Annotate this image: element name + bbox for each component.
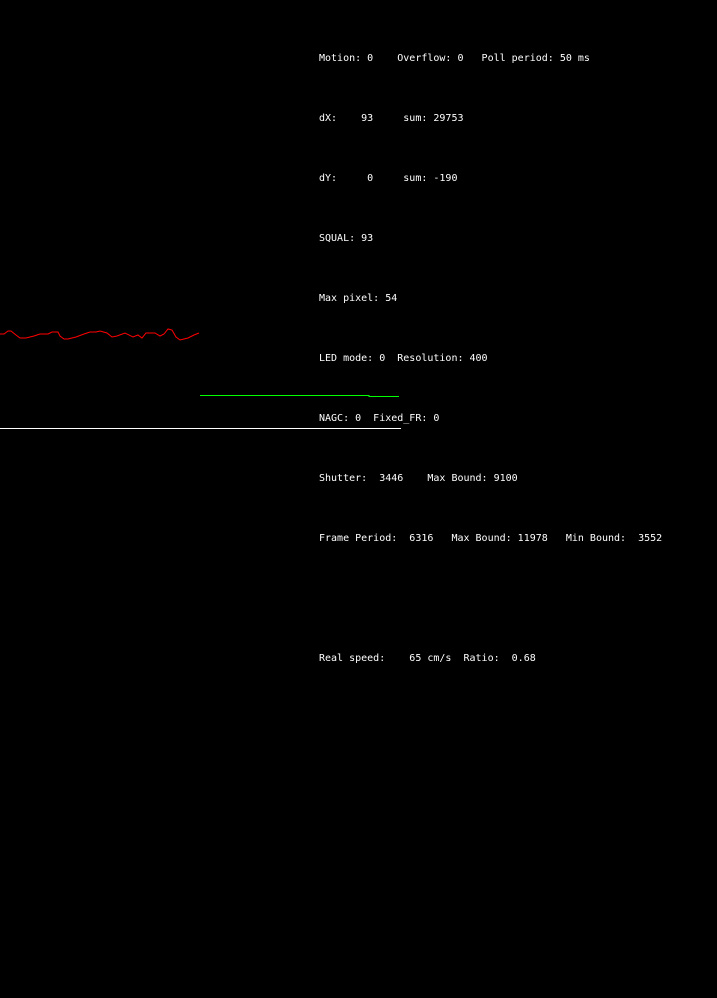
readout-frame-period-line: Frame Period: 6316 Max Bound: 11978 Min …	[319, 533, 663, 544]
readout-motion-line: Motion: 0 Overflow: 0 Poll period: 50 ms	[319, 53, 590, 64]
red-signal-trace	[0, 328, 200, 341]
readout-max-pixel-line: Max pixel: 54	[319, 293, 398, 304]
readout-speed-line: Real speed: 65 cm/s Ratio: 0.68	[319, 653, 536, 664]
readout-dx-line: dX: 93 sum: 29753	[319, 113, 464, 124]
readout-led-line: LED mode: 0 Resolution: 400	[319, 353, 488, 364]
readout-squal-line: SQUAL: 93	[319, 233, 374, 244]
readout-shutter-line: Shutter: 3446 Max Bound: 9100	[319, 473, 518, 484]
readout-nagc-line: NAGC: 0 Fixed_FR: 0	[319, 413, 440, 424]
readout-dy-line: dY: 0 sum: -190	[319, 173, 458, 184]
green-level-line	[200, 395, 399, 397]
sensor-readout: Motion: 0 Overflow: 0 Poll period: 50 ms…	[319, 9, 662, 689]
